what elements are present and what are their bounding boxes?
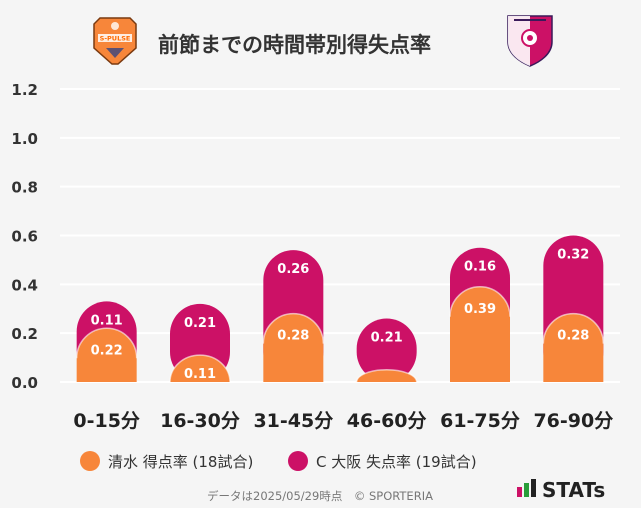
legend-label-osaka: C 大阪 失点率 (19試合) [316, 453, 477, 471]
legend-label-shimizu: 清水 得点率 (18試合) [108, 453, 253, 471]
right-team-logo [507, 15, 553, 67]
bar-shimizu [356, 369, 417, 382]
data-label-osaka: 0.21 [184, 316, 216, 331]
brand-name: STATs [542, 478, 605, 502]
bar-divider [355, 369, 418, 383]
x-category-label: 31-45分 [253, 410, 333, 432]
y-tick-label: 0.0 [11, 374, 38, 392]
stats-brand: STATs [517, 478, 605, 502]
left-team-logo: S-PULSE [93, 17, 137, 65]
bar-layer [75, 235, 605, 383]
y-tick-label: 1.0 [11, 130, 38, 148]
bar-divider [169, 354, 231, 383]
data-label-osaka: 0.32 [557, 248, 589, 263]
data-label-layer: 0.22 0.11 0.11 0.21 0.28 0.26 0.21 0.39 0.16 0.28… [91, 248, 590, 383]
data-label-osaka: 0.26 [277, 262, 309, 277]
bar-divider [262, 312, 325, 344]
data-label-shimizu: 0.28 [557, 329, 589, 344]
bar-shimizu [543, 313, 604, 382]
bar-shimizu [76, 328, 137, 382]
footer-note: データは2025/05/29時点 © SPORTERIA [207, 489, 433, 503]
bar-shimizu [450, 286, 510, 382]
bar-osaka [356, 318, 417, 382]
data-label-osaka: 0.16 [464, 260, 496, 275]
data-label-osaka: 0.11 [91, 313, 123, 328]
x-category-label: 61-75分 [440, 410, 520, 432]
legend: 清水 得点率 (18試合) C 大阪 失点率 (19試合) [80, 451, 477, 471]
y-tick-label: 0.6 [11, 228, 38, 246]
stats-logo-icon [517, 479, 536, 497]
data-label-shimizu: 0.22 [91, 343, 123, 358]
y-axis: 0.0 0.2 0.4 0.6 0.8 1.0 1.2 [11, 81, 38, 392]
x-category-label: 76-90分 [533, 410, 613, 432]
data-label-shimizu: 0.11 [184, 367, 216, 382]
bar-shimizu [170, 355, 231, 382]
y-tick-label: 0.4 [11, 276, 38, 294]
x-category-label: 46-60分 [347, 410, 427, 432]
y-tick-label: 0.8 [11, 179, 38, 197]
grid-layer [60, 88, 620, 383]
data-label-shimizu: 0.39 [464, 302, 496, 317]
data-label-shimizu: 0.28 [277, 329, 309, 344]
y-tick-label: 0.2 [11, 325, 38, 343]
bar-divider [449, 286, 511, 317]
bar-shimizu [263, 313, 324, 382]
x-category-label: 0-15分 [73, 410, 140, 432]
chart-title: 前節までの時間帯別得失点率 [158, 33, 431, 57]
left-logo-text: S-PULSE [100, 35, 131, 43]
bar-divider [542, 312, 605, 344]
legend-marker-shimizu [80, 451, 100, 471]
y-tick-label: 1.2 [11, 81, 38, 99]
bar-divider [75, 327, 138, 359]
data-label-osaka: 0.21 [371, 331, 403, 346]
x-axis: 0-15分 16-30分 31-45分 46-60分 61-75分 76-90分 [73, 410, 613, 432]
legend-marker-osaka [288, 451, 308, 471]
x-category-label: 16-30分 [160, 410, 240, 432]
